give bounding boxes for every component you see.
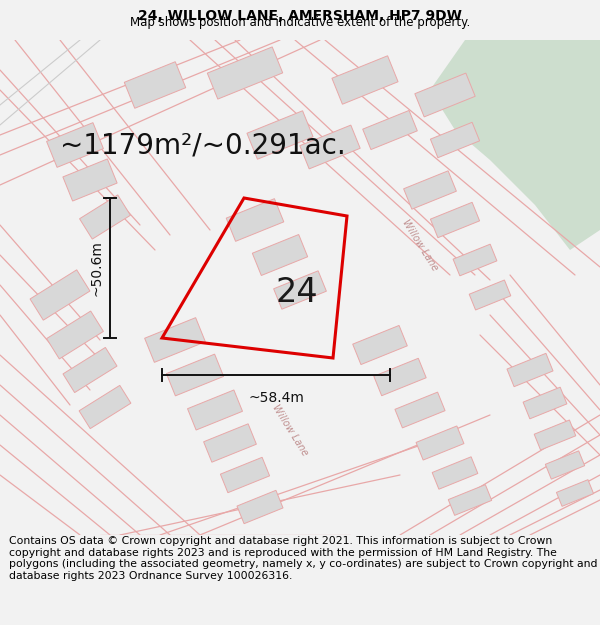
Polygon shape (253, 234, 308, 276)
Polygon shape (124, 62, 186, 108)
Text: ~58.4m: ~58.4m (248, 391, 304, 405)
Polygon shape (203, 424, 256, 462)
Text: 24, WILLOW LANE, AMERSHAM, HP7 9DW: 24, WILLOW LANE, AMERSHAM, HP7 9DW (138, 9, 462, 22)
Polygon shape (523, 387, 567, 419)
Polygon shape (274, 271, 326, 309)
Polygon shape (453, 244, 497, 276)
Polygon shape (145, 318, 205, 362)
Polygon shape (188, 390, 242, 430)
Polygon shape (226, 199, 284, 241)
Polygon shape (374, 358, 426, 396)
Polygon shape (47, 311, 103, 359)
Text: Willow Lane: Willow Lane (400, 217, 440, 272)
Polygon shape (353, 326, 407, 364)
Polygon shape (415, 73, 475, 117)
Polygon shape (416, 426, 464, 460)
Polygon shape (430, 202, 479, 238)
Text: ~1179m²/~0.291ac.: ~1179m²/~0.291ac. (60, 131, 346, 159)
Polygon shape (448, 484, 492, 516)
Polygon shape (30, 270, 90, 320)
Polygon shape (362, 111, 418, 149)
Polygon shape (220, 458, 269, 492)
Polygon shape (332, 56, 398, 104)
Polygon shape (63, 159, 117, 201)
Polygon shape (166, 354, 224, 396)
Polygon shape (63, 348, 117, 392)
Text: Contains OS data © Crown copyright and database right 2021. This information is : Contains OS data © Crown copyright and d… (9, 536, 598, 581)
Polygon shape (534, 420, 576, 450)
Polygon shape (395, 392, 445, 428)
Polygon shape (300, 125, 360, 169)
Polygon shape (469, 280, 511, 310)
Polygon shape (432, 457, 478, 489)
Text: Willow Lane: Willow Lane (270, 402, 310, 458)
Polygon shape (545, 451, 584, 479)
Polygon shape (507, 353, 553, 387)
Polygon shape (47, 122, 103, 168)
Polygon shape (79, 386, 131, 429)
Polygon shape (430, 40, 600, 250)
Text: 24: 24 (275, 276, 318, 309)
Polygon shape (208, 47, 283, 99)
Text: Map shows position and indicative extent of the property.: Map shows position and indicative extent… (130, 16, 470, 29)
Polygon shape (247, 111, 313, 159)
Polygon shape (237, 491, 283, 524)
Polygon shape (430, 122, 479, 158)
Polygon shape (404, 171, 457, 209)
Polygon shape (80, 195, 130, 239)
Polygon shape (556, 479, 593, 506)
Text: ~50.6m: ~50.6m (89, 240, 103, 296)
